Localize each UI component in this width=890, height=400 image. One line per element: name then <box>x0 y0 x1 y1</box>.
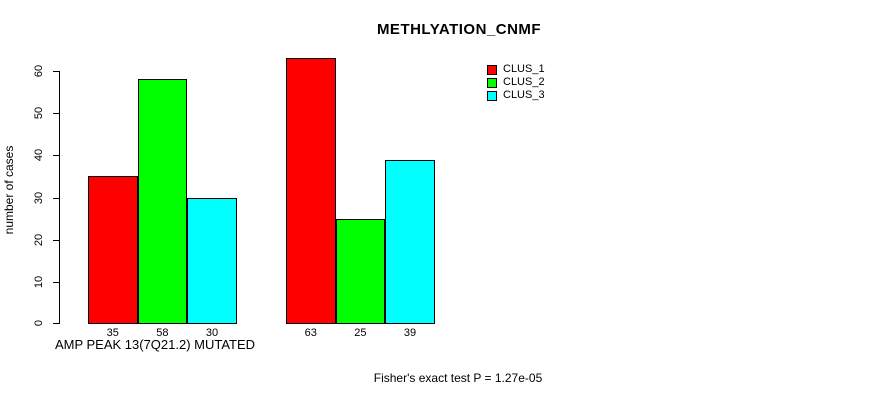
bar-value-label: 58 <box>156 327 169 339</box>
legend-swatch-clus-2 <box>487 77 497 88</box>
footer-text: Fisher's exact test P = 1.27e-05 <box>373 371 543 385</box>
bar-clus-2 <box>137 79 188 324</box>
y-tick <box>53 282 59 283</box>
bar-clus-1 <box>286 58 336 324</box>
bar-value-label: 35 <box>106 327 119 339</box>
y-tick-label: 20 <box>33 233 45 247</box>
y-tick-label: 50 <box>33 106 45 120</box>
legend-item-clus-2: CLUS_2 <box>487 76 545 89</box>
y-tick <box>53 71 59 72</box>
x-axis-label: AMP PEAK 13(7Q21.2) MUTATED <box>54 337 256 352</box>
bar-clus-2 <box>335 218 386 324</box>
bar-value-label: 30 <box>205 327 219 339</box>
bar-clus-3 <box>187 197 237 324</box>
y-tick <box>53 323 59 324</box>
legend-item-clus-3: CLUS_3 <box>487 89 545 102</box>
y-tick <box>53 198 59 199</box>
legend: CLUS_1 CLUS_2 CLUS_3 <box>487 63 545 102</box>
y-tick <box>53 240 59 241</box>
bar-clus-3 <box>385 159 435 324</box>
bar-value-label: 25 <box>354 327 367 339</box>
y-tick-label: 10 <box>33 275 45 289</box>
y-tick <box>53 155 59 156</box>
y-axis-line <box>59 71 60 324</box>
y-tick-label: 30 <box>33 191 45 205</box>
y-tick <box>53 113 59 114</box>
y-tick-label: 0 <box>33 319 45 327</box>
y-tick-label: 60 <box>33 64 45 78</box>
legend-swatch-clus-3 <box>487 90 497 101</box>
bar-clus-1 <box>88 176 138 324</box>
legend-label-clus-1: CLUS_1 <box>503 63 545 75</box>
legend-label-clus-2: CLUS_2 <box>503 76 545 88</box>
bar-value-label: 39 <box>403 327 417 339</box>
y-tick-label: 40 <box>33 148 45 162</box>
legend-label-clus-3: CLUS_3 <box>503 89 545 101</box>
chart-title: METHLYATION_CNMF <box>376 21 542 38</box>
bar-value-label: 63 <box>304 327 317 339</box>
y-axis-label: number of cases <box>2 145 16 235</box>
legend-swatch-clus-1 <box>487 64 497 75</box>
legend-item-clus-1: CLUS_1 <box>487 63 545 76</box>
